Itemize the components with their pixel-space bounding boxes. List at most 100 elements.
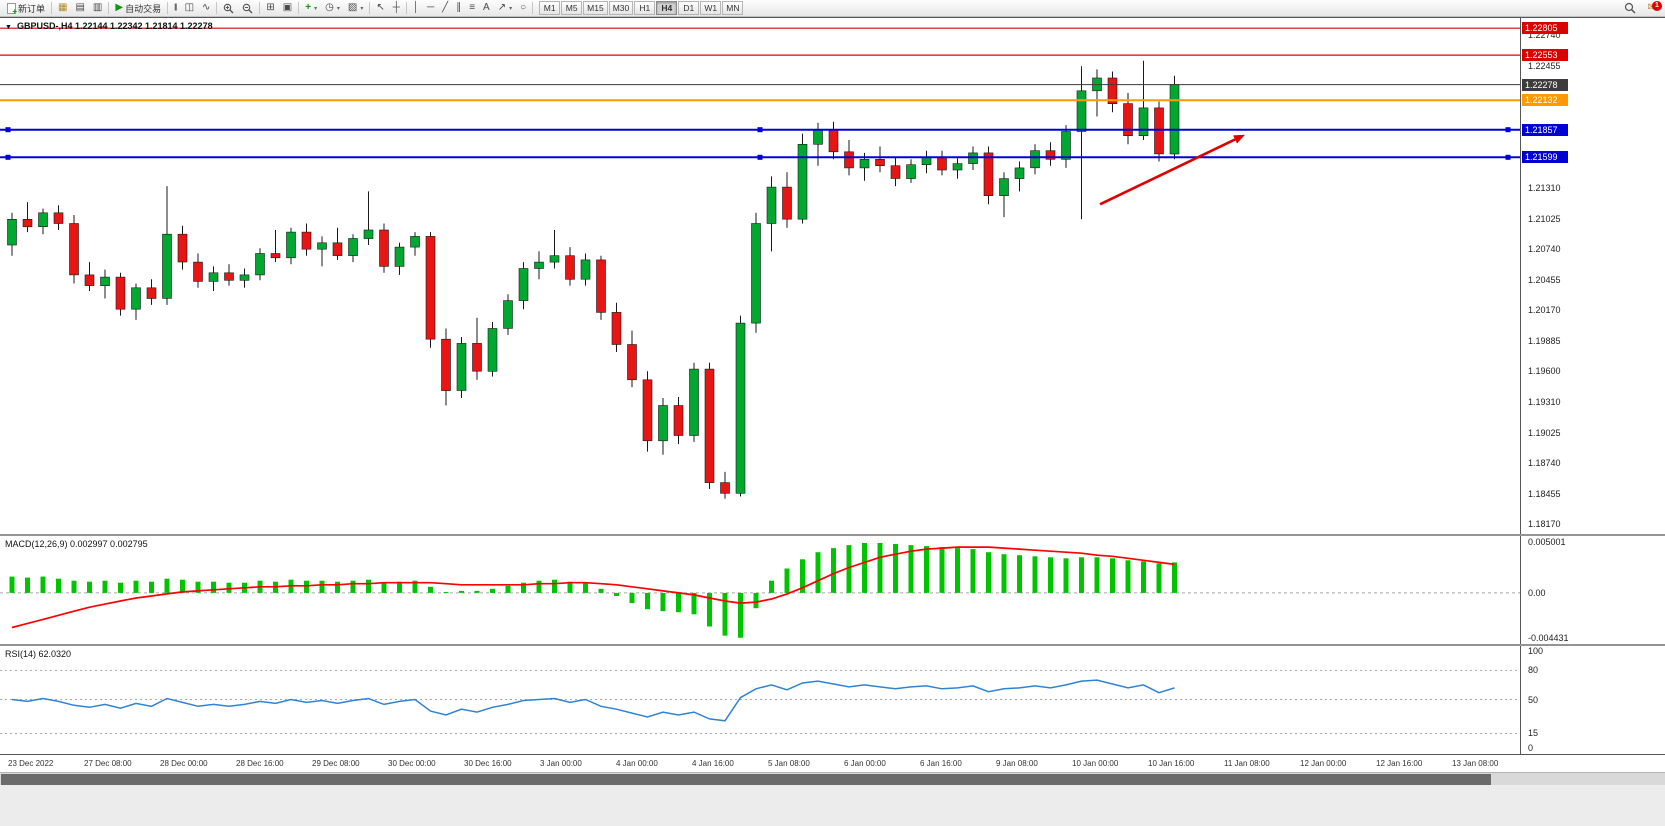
vertical-line-button[interactable]: │ <box>409 1 423 16</box>
time-axis-label: 13 Jan 08:00 <box>1452 759 1499 768</box>
rsi-tick-label: 80 <box>1528 665 1539 676</box>
horizontal-line-button[interactable]: ─ <box>423 1 438 16</box>
timeframe-h1[interactable]: H1 <box>634 1 656 15</box>
cursor-button[interactable]: ↖ <box>372 1 388 16</box>
periods-button[interactable]: ◷ ▾ <box>321 1 344 16</box>
price-scale[interactable]: 1.22740 1.22455 1.21310 1.21025 1.20740 1.204… <box>1520 18 1665 534</box>
arrows-icon: ↗ <box>497 2 507 13</box>
timeframe-h4[interactable]: H4 <box>656 1 678 15</box>
bar-chart-button[interactable]: ||| <box>170 1 180 16</box>
candle <box>239 274 250 281</box>
timeframe-m30[interactable]: M30 <box>608 1 634 15</box>
price-level-badge: 1.21599 <box>1522 151 1568 164</box>
candle <box>255 253 265 276</box>
candlestick-chart-button[interactable]: ◫ <box>181 1 198 16</box>
candle <box>813 129 823 145</box>
zoom-in-button[interactable] <box>219 1 238 16</box>
candle <box>317 242 327 250</box>
market-watch-button[interactable]: ▦ <box>54 1 71 16</box>
price-tick-label: 1.22455 <box>1528 60 1561 71</box>
navigator-icon: ▥ <box>92 2 103 13</box>
horizontal-scrollbar[interactable] <box>0 772 1665 785</box>
candlestick-plot[interactable] <box>0 18 1520 534</box>
auto-trading-button[interactable]: ▶ 自动交易 <box>111 1 165 16</box>
timeframe-mn[interactable]: MN <box>722 1 744 15</box>
price-tick-label: 1.20740 <box>1528 244 1561 255</box>
panel-splitter[interactable] <box>0 534 1665 536</box>
candle <box>1169 84 1180 155</box>
timeframe-m15[interactable]: M15 <box>583 1 608 15</box>
shapes-button[interactable]: ○ <box>516 1 530 16</box>
scrollbar-thumb[interactable] <box>1 774 1491 785</box>
macd-label: MACD(12,26,9) 0.002997 0.002795 <box>5 539 148 549</box>
timeframe-d1[interactable]: D1 <box>678 1 700 15</box>
timeframe-toolbar: M1 M5 M15 M30 H1 H4 D1 W1 MN <box>539 1 744 15</box>
panel-splitter[interactable] <box>0 644 1665 646</box>
data-window-button[interactable]: ▤ <box>71 1 88 16</box>
macd-signal-line <box>11 546 1175 629</box>
candle <box>890 165 901 179</box>
indicators-button[interactable]: + ▾ <box>301 1 321 16</box>
price-level-badge: 1.21857 <box>1522 123 1568 136</box>
rsi-scale[interactable]: 100 80 50 15 0 <box>1520 646 1665 754</box>
chart-info-label: ▼ GBPUSD-,H4 1.22144 1.22342 1.21814 1.22… <box>5 21 213 31</box>
macd-plot[interactable] <box>0 536 1520 644</box>
channel-button[interactable]: ∥ <box>452 1 465 16</box>
price-tick-label: 1.19600 <box>1528 366 1561 377</box>
timeframe-m1[interactable]: M1 <box>539 1 561 15</box>
time-axis-label: 4 Jan 16:00 <box>692 759 734 768</box>
price-chart-panel: 1.22740 1.22455 1.21310 1.21025 1.20740 1.204… <box>0 18 1665 534</box>
new-order-button[interactable]: 新订单 <box>3 1 49 16</box>
crosshair-button[interactable]: ┼ <box>389 1 404 16</box>
candle <box>1045 150 1056 160</box>
candle <box>534 261 544 269</box>
rsi-plot[interactable] <box>0 646 1520 754</box>
candle <box>410 236 420 248</box>
time-axis-label: 9 Jan 08:00 <box>996 759 1038 768</box>
tile-windows-icon: ⊞ <box>266 2 275 13</box>
macd-scale[interactable]: 0.005001 0.00 -0.004431 <box>1520 536 1665 644</box>
candle <box>735 322 746 494</box>
search-button[interactable] <box>1620 1 1640 16</box>
candle <box>53 212 64 224</box>
mail-icon: ✉ <box>1648 3 1656 13</box>
rsi-panel: 100 80 50 15 0 RSI(14) 62.0320 <box>0 646 1665 754</box>
line-handle <box>757 154 763 160</box>
candle <box>84 274 95 286</box>
price-level-badge: 1.22805 <box>1522 22 1568 35</box>
candle <box>518 268 529 301</box>
time-axis-label: 29 Dec 08:00 <box>312 759 360 768</box>
notifications-button[interactable]: ✉ 1 <box>1644 0 1662 16</box>
candle <box>177 233 188 263</box>
toolbar-separator <box>405 2 407 14</box>
price-tick-label: 1.18740 <box>1528 458 1561 469</box>
timeframe-w1[interactable]: W1 <box>700 1 722 15</box>
auto-trading-label: 自动交易 <box>125 3 162 14</box>
new-order-label: 新订单 <box>18 3 46 14</box>
zoom-out-button[interactable] <box>238 1 257 16</box>
tile-windows-button[interactable]: ⊞ <box>262 1 278 16</box>
rsi-tick-label: 50 <box>1528 694 1539 705</box>
collapse-triangle-icon[interactable]: ▼ <box>5 24 12 31</box>
price-tick-label: 1.20455 <box>1528 274 1561 285</box>
candle <box>394 246 405 267</box>
dropdown-caret-icon: ▾ <box>314 5 318 12</box>
arrows-button[interactable]: ↗ ▾ <box>494 1 516 16</box>
auto-arrange-button[interactable]: ▣ <box>279 1 296 16</box>
timeframe-m5[interactable]: M5 <box>561 1 583 15</box>
time-axis-label: 10 Jan 16:00 <box>1148 759 1195 768</box>
text-button[interactable]: A <box>479 1 494 16</box>
templates-button[interactable]: ▨ ▾ <box>344 1 367 16</box>
fibonacci-button[interactable]: ≡ <box>465 1 479 16</box>
time-axis[interactable]: 23 Dec 2022 27 Dec 08:00 28 Dec 00:00 28 De… <box>0 754 1665 772</box>
time-axis-label: 10 Jan 00:00 <box>1072 759 1119 768</box>
line-chart-button[interactable]: ∿ <box>198 1 214 16</box>
candle <box>828 129 839 153</box>
candle <box>565 255 575 280</box>
trendline-button[interactable]: ╱ <box>438 1 452 16</box>
toolbar-separator <box>259 2 261 14</box>
navigator-button[interactable]: ▥ <box>89 1 106 16</box>
price-tick-label: 1.18170 <box>1528 519 1561 530</box>
candle <box>131 287 141 310</box>
